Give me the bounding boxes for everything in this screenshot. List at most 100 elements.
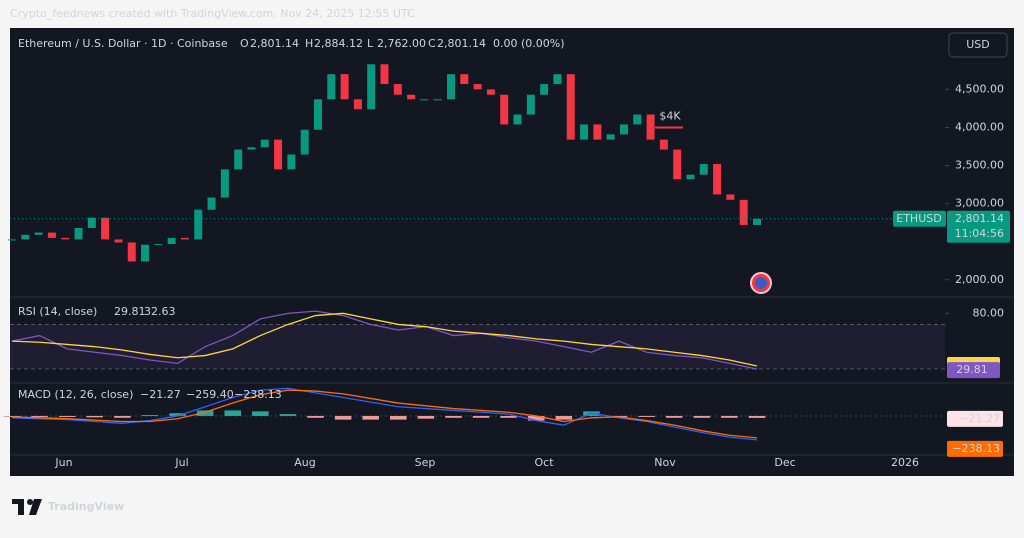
macd-histogram-bar	[252, 411, 269, 416]
macd-histogram-bar	[665, 415, 683, 418]
macd-hist-tag-text: −21.27	[959, 412, 1000, 425]
candle	[220, 169, 229, 198]
x-tick-label: Sep	[415, 456, 436, 469]
candle	[47, 232, 56, 238]
symbol-info: 2,801.14	[437, 37, 486, 50]
candle	[194, 209, 203, 240]
macd-histogram-bar	[390, 415, 407, 420]
candle	[393, 84, 402, 95]
symbol-info: L	[367, 37, 374, 50]
symbol-info: 2,884.12	[314, 37, 363, 50]
candle	[513, 114, 522, 125]
macd-histogram-bar	[527, 415, 545, 421]
candle	[8, 239, 16, 241]
candle	[447, 74, 456, 100]
candle	[593, 124, 602, 140]
currency-label: USD	[966, 38, 990, 51]
candle	[127, 242, 136, 262]
macd-histogram-bar	[472, 415, 490, 418]
candle	[367, 64, 376, 110]
macd-histogram-bar	[638, 415, 655, 417]
x-tick-label: 2026	[891, 456, 919, 469]
candle	[566, 74, 575, 140]
macd-title: MACD (12, 26, close)	[18, 388, 133, 401]
macd-histogram-bar	[334, 415, 352, 420]
x-tick-label: Nov	[654, 456, 676, 469]
candle	[380, 64, 389, 85]
candle	[87, 217, 96, 228]
macd-value: −259.40	[186, 388, 234, 401]
rsi-line	[11, 310, 758, 370]
candle	[313, 99, 322, 130]
macd-histogram-bar	[307, 415, 324, 418]
signal-line	[11, 389, 758, 439]
candle	[234, 149, 243, 170]
macd-histogram-bar	[693, 415, 711, 418]
macd-histogram-bar	[279, 414, 297, 416]
candle	[526, 94, 535, 115]
macd-histogram-bar	[169, 413, 186, 416]
candle	[287, 154, 296, 170]
candle	[739, 199, 748, 225]
candle	[407, 94, 416, 100]
y-tick-label: 3,000.00	[955, 197, 1004, 210]
rsi-title: RSI (14, close)	[18, 305, 97, 318]
candle	[699, 164, 708, 175]
x-tick-label: Dec	[774, 456, 795, 469]
macd-histogram-bar	[58, 415, 76, 417]
candle	[420, 99, 429, 101]
symbol-tag-text: ETHUSD	[896, 212, 941, 225]
candle	[74, 227, 83, 240]
candle	[619, 124, 628, 135]
candle	[353, 99, 362, 110]
chart-panel	[10, 28, 1014, 476]
candle	[460, 74, 469, 85]
candle	[141, 244, 150, 262]
candle	[580, 124, 589, 140]
candle	[633, 114, 642, 125]
candle	[274, 139, 283, 170]
candle	[646, 114, 655, 140]
rsi-tag	[947, 362, 1000, 379]
candle	[500, 94, 509, 125]
macd-histogram-bar	[141, 415, 159, 417]
x-tick-label: Aug	[294, 456, 315, 469]
symbol-info: 2,801.14	[250, 37, 299, 50]
macd-hist-tag	[947, 410, 1003, 427]
rsi-value: 29.81	[114, 305, 146, 318]
macd-histogram-bar	[31, 415, 48, 417]
candle	[114, 239, 123, 243]
macd-histogram-bar	[555, 415, 573, 420]
candle	[753, 218, 761, 225]
signal-tag	[947, 440, 1003, 457]
candle	[260, 139, 269, 148]
signal-tag-text: −238.13	[952, 442, 1000, 455]
macd-histogram-bar	[500, 415, 517, 418]
x-tick-label: Jul	[174, 456, 188, 469]
flag-icon	[755, 277, 767, 289]
candle	[673, 149, 682, 180]
symbol-info: 0.00 (0.00%)	[493, 37, 565, 50]
signal-value: −238.13	[234, 388, 282, 401]
y-tick-label: 2,000.00	[955, 273, 1004, 286]
macd-histogram-bar	[86, 415, 104, 418]
candle	[473, 84, 482, 90]
candle	[247, 147, 256, 150]
candle	[486, 89, 495, 95]
macd-histogram-bar	[224, 410, 242, 416]
symbol-info: H	[305, 37, 313, 50]
brand-name: TradingView	[48, 500, 124, 513]
currency-button[interactable]	[948, 32, 1008, 58]
candle	[340, 74, 349, 100]
macd-histogram-bar	[748, 415, 766, 418]
symbol-info: C	[428, 37, 436, 50]
symbol-tag	[893, 210, 946, 227]
candle	[540, 84, 549, 95]
candle	[606, 134, 615, 140]
symbol-info: O	[240, 37, 249, 50]
candle	[101, 217, 110, 240]
macd-histogram-bar	[445, 415, 462, 418]
price-tag-text: 2,801.14	[955, 212, 1004, 225]
candle	[167, 237, 176, 244]
candle	[180, 237, 189, 240]
